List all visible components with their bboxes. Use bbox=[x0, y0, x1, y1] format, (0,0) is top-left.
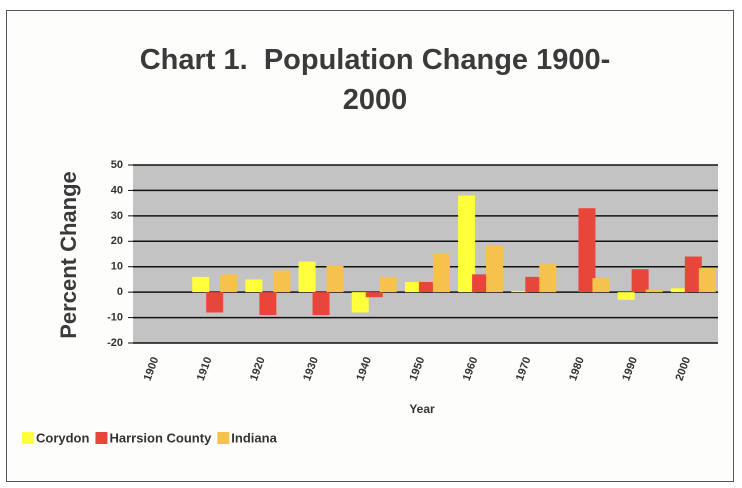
bar bbox=[592, 278, 610, 293]
x-tick-label: 1900 bbox=[142, 355, 162, 382]
bar bbox=[578, 208, 596, 293]
bar bbox=[245, 279, 263, 293]
x-tick-label: 1980 bbox=[567, 355, 587, 382]
bar bbox=[365, 292, 383, 298]
bar bbox=[617, 292, 635, 300]
legend-swatch bbox=[22, 432, 34, 444]
y-tick-label: -10 bbox=[107, 311, 123, 323]
x-tick-label: 1990 bbox=[620, 355, 640, 382]
bar bbox=[379, 276, 397, 293]
x-tick-label: 1930 bbox=[301, 355, 321, 382]
x-tick-label: 1910 bbox=[195, 355, 215, 382]
y-axis-label: Percent Change bbox=[56, 171, 81, 339]
bar bbox=[192, 276, 210, 293]
legend-label: Corydon bbox=[36, 430, 90, 445]
legend-label: Indiana bbox=[231, 430, 277, 445]
bar bbox=[670, 288, 688, 293]
x-tick-label: 1970 bbox=[514, 355, 534, 382]
y-tick-label: 10 bbox=[111, 261, 123, 273]
y-tick-label: 50 bbox=[111, 159, 123, 171]
bar bbox=[312, 292, 330, 316]
x-tick-label: 1960 bbox=[461, 355, 481, 382]
bar bbox=[220, 274, 238, 293]
x-tick-label: 2000 bbox=[673, 355, 693, 382]
bar bbox=[326, 265, 344, 293]
bar bbox=[511, 290, 529, 293]
bar bbox=[539, 264, 557, 293]
bar bbox=[273, 270, 291, 293]
bar bbox=[351, 292, 369, 313]
chart-title: Chart 1. Population Change 1900-2000 bbox=[139, 44, 611, 116]
bar bbox=[259, 292, 277, 316]
legend-swatch bbox=[95, 432, 108, 444]
bar bbox=[298, 261, 316, 293]
y-tick-label: 0 bbox=[117, 286, 123, 298]
bar bbox=[631, 269, 649, 293]
y-tick-label: 20 bbox=[111, 235, 123, 247]
x-axis-label: Year bbox=[409, 402, 435, 416]
y-tick-label: 40 bbox=[111, 184, 123, 196]
y-tick-label: -20 bbox=[107, 337, 123, 349]
legend-label: Harrsion County bbox=[109, 430, 212, 445]
bar bbox=[206, 292, 224, 313]
bar bbox=[684, 256, 702, 293]
x-tick-label: 1920 bbox=[248, 355, 268, 382]
bar bbox=[472, 274, 490, 293]
bar bbox=[404, 281, 422, 293]
x-tick-label: 1950 bbox=[408, 355, 428, 382]
bar bbox=[525, 276, 543, 293]
bar bbox=[645, 289, 663, 293]
bar bbox=[458, 195, 476, 293]
x-tick-label: 1940 bbox=[354, 355, 374, 382]
bar bbox=[432, 254, 450, 293]
bar bbox=[698, 267, 716, 293]
y-tick-label: 30 bbox=[111, 210, 123, 222]
bar bbox=[418, 281, 436, 293]
legend-swatch bbox=[217, 432, 230, 444]
bar bbox=[486, 245, 504, 293]
plot-area bbox=[133, 165, 718, 343]
